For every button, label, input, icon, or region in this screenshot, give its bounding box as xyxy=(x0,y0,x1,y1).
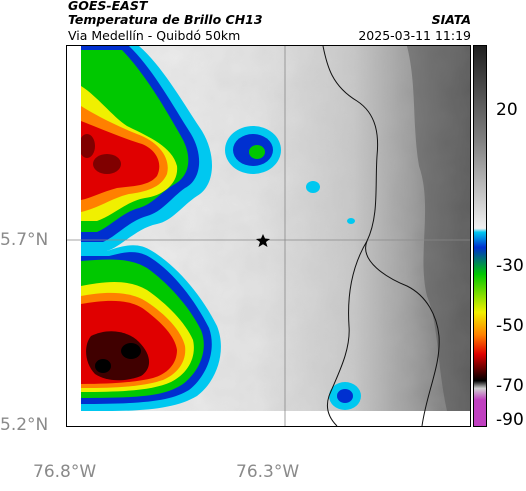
colorbar-tick-minus-50: -50 xyxy=(496,316,524,336)
boundary-south xyxy=(326,240,368,426)
colorbar-tick-minus-70: -70 xyxy=(496,376,524,396)
colorbar-tick-20: 20 xyxy=(496,100,518,120)
colorbar-tick-minus-30: -30 xyxy=(496,256,524,276)
longitude-label-76-8: 76.8°W xyxy=(33,462,97,482)
upper-convective-cloud xyxy=(79,46,213,251)
longitude-label-76-3: 76.3°W xyxy=(236,462,300,482)
colorbar-tick-minus-90: -90 xyxy=(496,410,524,430)
dark-highland-region xyxy=(407,46,470,411)
isolated-cell-small xyxy=(347,218,355,224)
map-panel[interactable] xyxy=(66,45,471,427)
no-data-strip-west xyxy=(67,46,81,426)
isolated-cell-south xyxy=(329,382,361,410)
satellite-title: GOES-EAST xyxy=(68,0,148,13)
product-title: Temperatura de Brillo CH13 xyxy=(68,12,263,27)
latitude-label-5-7: 5.7°N xyxy=(0,230,49,250)
organization-label: SIATA xyxy=(431,12,471,27)
brightness-temperature-map xyxy=(67,46,470,426)
no-data-band xyxy=(81,411,470,426)
star-marker xyxy=(256,234,270,247)
latitude-label-5-2: 5.2°N xyxy=(0,415,49,435)
isolated-cell-north xyxy=(225,126,281,174)
route-label: Via Medellín - Quibdó 50km xyxy=(68,28,241,43)
temperature-colorbar xyxy=(473,45,487,427)
timestamp: 2025-03-11 11:19 xyxy=(358,28,471,43)
lower-convective-cloud xyxy=(81,245,221,411)
isolated-cell-east xyxy=(306,181,320,193)
